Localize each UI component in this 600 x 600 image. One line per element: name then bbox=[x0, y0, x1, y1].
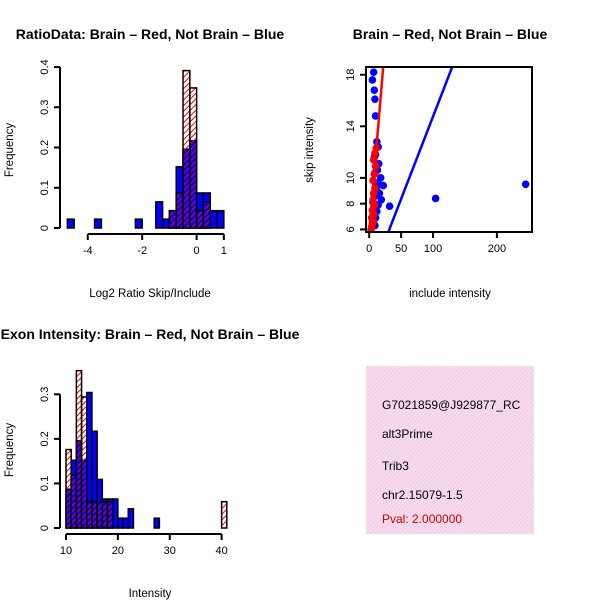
ratio-histogram-bar-not-brain bbox=[209, 209, 218, 229]
intensity-histogram-axes: 10 20 30 40 0 0.1 0.2 0.3 bbox=[39, 387, 228, 557]
scatter-fit-line-not-brain bbox=[387, 67, 454, 232]
scatter-x-tick-label: 0 bbox=[366, 243, 372, 255]
ratio-histogram-bar-brain bbox=[195, 209, 205, 229]
ratio-histogram-y-tick-label: 0 bbox=[39, 225, 51, 231]
ratio-histogram-y-tick-label: 0.2 bbox=[39, 140, 51, 155]
intensity-histogram-bar-brain bbox=[106, 500, 114, 529]
ratio-histogram-axes: -4 -2 0 1 0 0.1 0.2 0.3 0.4 bbox=[39, 59, 227, 257]
probe-info-box: G7021859@J929877_RC alt3Prime Trib3 chr2… bbox=[366, 366, 534, 534]
scatter-point-not-brain bbox=[370, 86, 379, 95]
ratio-histogram-bar-not-brain bbox=[134, 218, 143, 229]
intensity-histogram-bar-brain bbox=[70, 474, 78, 529]
ratio-histogram-x-tick-label: -2 bbox=[137, 245, 147, 257]
scatter-point-not-brain bbox=[431, 194, 440, 203]
intensity-histogram-y-tick-label: 0 bbox=[39, 525, 51, 531]
ratio-histogram-bar-brain bbox=[175, 192, 184, 229]
ratio-histogram-ylabel: Frequency bbox=[4, 123, 16, 178]
ratio-histogram-xlabel: Log2 Ratio Skip/Include bbox=[89, 288, 210, 300]
genomic-location: chr2.15079-1.5 bbox=[382, 488, 463, 502]
info-box-background bbox=[366, 366, 534, 534]
intensity-histogram-y-tick-label: 0.3 bbox=[39, 387, 51, 402]
scatter-plot-area bbox=[367, 67, 530, 232]
intensity-histogram-bar-not-brain bbox=[122, 517, 129, 529]
ratio-histogram-y-tick-label: 0.3 bbox=[39, 100, 51, 115]
ratio-histogram-x-tick-label: 1 bbox=[221, 245, 227, 257]
intensity-histogram-bar-brain bbox=[86, 500, 93, 529]
scatter-xlabel: include intensity bbox=[409, 288, 491, 300]
scatter-point-not-brain bbox=[379, 181, 388, 190]
intensity-histogram-bars bbox=[65, 369, 228, 529]
intensity-histogram-bar-brain bbox=[75, 369, 83, 529]
ratio-histogram-bar-not-brain bbox=[93, 218, 103, 229]
intensity-histogram-title: Exon Intensity: Brain – Red, Not Brain –… bbox=[1, 326, 300, 342]
intensity-histogram-x-tick-label: 10 bbox=[60, 545, 72, 557]
intensity-histogram-bar-not-brain bbox=[117, 517, 124, 529]
scatter-fit-line-brain bbox=[367, 67, 385, 232]
scatter-point-not-brain bbox=[521, 180, 530, 189]
ratio-histogram-bar-not-brain bbox=[66, 218, 75, 229]
intensity-histogram-bar-not-brain bbox=[127, 508, 135, 529]
ratio-histogram-bar-brain bbox=[182, 69, 191, 229]
intensity-histogram-bar-not-brain bbox=[111, 498, 119, 529]
ratio-histogram-x-tick-label: -4 bbox=[83, 245, 93, 257]
intensity-histogram-bar-brain bbox=[96, 500, 104, 529]
intensity-histogram-panel: Exon Intensity: Brain – Red, Not Brain –… bbox=[1, 326, 300, 600]
intensity-histogram-x-tick-label: 40 bbox=[216, 545, 228, 557]
scatter-point-not-brain bbox=[371, 95, 379, 104]
ratio-histogram-bars bbox=[66, 69, 225, 229]
scatter-y-tick-label: 10 bbox=[345, 172, 357, 184]
ratio-histogram-bar-brain bbox=[168, 209, 177, 229]
scatter-axes: 0 50 100 200 6 8 10 14 18 bbox=[345, 66, 533, 255]
intensity-histogram-bar-brain bbox=[80, 396, 88, 529]
scatter-x-tick-label: 100 bbox=[424, 243, 442, 255]
ratio-histogram-bar-brain bbox=[189, 87, 198, 229]
event-type: alt3Prime bbox=[382, 427, 433, 441]
ratio-histogram-bar-not-brain bbox=[155, 201, 164, 229]
ratio-histogram-title: RatioData: Brain – Red, Not Brain – Blue bbox=[16, 26, 285, 42]
intensity-histogram-ylabel: Frequency bbox=[4, 423, 16, 478]
ratio-histogram-bar-not-brain bbox=[216, 209, 225, 229]
scatter-title: Brain – Red, Not Brain – Blue bbox=[353, 26, 548, 42]
ratio-histogram-x-tick-label: 0 bbox=[194, 245, 200, 257]
intensity-histogram-x-tick-label: 30 bbox=[164, 545, 176, 557]
intensity-histogram-y-tick-label: 0.2 bbox=[39, 431, 51, 446]
scatter-point-not-brain bbox=[385, 202, 394, 211]
intensity-histogram-x-tick-label: 20 bbox=[112, 545, 124, 557]
p-value: Pval: 2.000000 bbox=[382, 512, 462, 526]
ratio-histogram-bar-not-brain bbox=[161, 218, 171, 229]
ratio-histogram-bar-brain bbox=[202, 201, 211, 229]
scatter-point-not-brain bbox=[371, 112, 380, 120]
intensity-histogram-y-tick-label: 0.1 bbox=[39, 476, 51, 491]
scatter-point-not-brain bbox=[376, 174, 385, 182]
scatter-ylabel: skip intensity bbox=[304, 117, 316, 183]
intensity-histogram-bar-brain bbox=[101, 500, 109, 529]
scatter-x-tick-label: 50 bbox=[395, 243, 407, 255]
scatter-y-tick-label: 14 bbox=[345, 120, 357, 132]
intensity-histogram-bar-brain bbox=[220, 500, 228, 529]
scatter-point-not-brain bbox=[369, 68, 378, 76]
ratio-histogram-panel: RatioData: Brain – Red, Not Brain – Blue… bbox=[4, 26, 284, 300]
ratio-histogram-y-tick-label: 0.4 bbox=[39, 59, 51, 74]
probe-id: G7021859@J929877_RC bbox=[382, 398, 521, 412]
intensity-scatter-panel: Brain – Red, Not Brain – Blue include in… bbox=[304, 26, 547, 300]
intensity-histogram-bar-not-brain bbox=[153, 517, 161, 529]
scatter-y-tick-label: 8 bbox=[345, 201, 357, 207]
scatter-point-not-brain bbox=[368, 76, 377, 84]
scatter-y-tick-label: 6 bbox=[345, 226, 357, 232]
gene-name: Trib3 bbox=[382, 459, 409, 473]
ratio-histogram-y-tick-label: 0.1 bbox=[39, 180, 51, 195]
intensity-histogram-bar-brain bbox=[65, 448, 72, 529]
scatter-x-tick-label: 200 bbox=[488, 243, 506, 255]
intensity-histogram-bar-brain bbox=[91, 500, 98, 529]
scatter-y-tick-label: 18 bbox=[345, 69, 357, 81]
intensity-histogram-xlabel: Intensity bbox=[129, 588, 172, 600]
scatter-points bbox=[367, 67, 530, 232]
